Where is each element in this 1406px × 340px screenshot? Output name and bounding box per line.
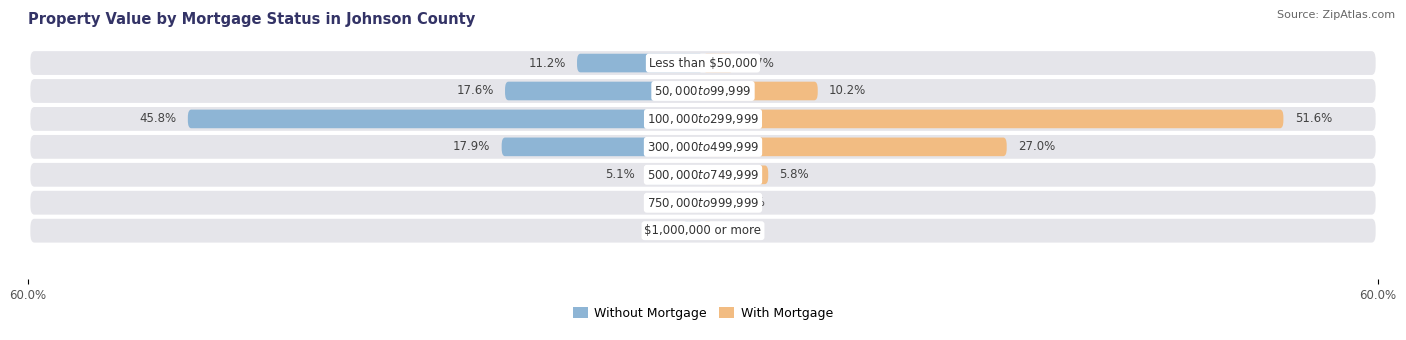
Text: 0.81%: 0.81% [723, 224, 761, 237]
Text: 17.6%: 17.6% [457, 84, 494, 98]
FancyBboxPatch shape [502, 138, 703, 156]
Text: $500,000 to $749,999: $500,000 to $749,999 [647, 168, 759, 182]
Text: 17.9%: 17.9% [453, 140, 491, 153]
FancyBboxPatch shape [31, 191, 1375, 215]
Text: Less than $50,000: Less than $50,000 [648, 56, 758, 70]
FancyBboxPatch shape [703, 109, 1284, 128]
Text: $750,000 to $999,999: $750,000 to $999,999 [647, 196, 759, 210]
Text: $300,000 to $499,999: $300,000 to $499,999 [647, 140, 759, 154]
Text: Source: ZipAtlas.com: Source: ZipAtlas.com [1277, 10, 1395, 20]
FancyBboxPatch shape [645, 166, 703, 184]
Text: $50,000 to $99,999: $50,000 to $99,999 [654, 84, 752, 98]
FancyBboxPatch shape [31, 219, 1375, 242]
Text: 5.8%: 5.8% [779, 168, 808, 181]
FancyBboxPatch shape [703, 221, 711, 240]
FancyBboxPatch shape [31, 51, 1375, 75]
Text: Property Value by Mortgage Status in Johnson County: Property Value by Mortgage Status in Joh… [28, 12, 475, 27]
FancyBboxPatch shape [505, 82, 703, 100]
Text: $100,000 to $299,999: $100,000 to $299,999 [647, 112, 759, 126]
FancyBboxPatch shape [188, 109, 703, 128]
Text: 0.68%: 0.68% [647, 196, 685, 209]
FancyBboxPatch shape [703, 54, 734, 72]
Text: 45.8%: 45.8% [139, 113, 177, 125]
FancyBboxPatch shape [683, 221, 703, 240]
FancyBboxPatch shape [576, 54, 703, 72]
FancyBboxPatch shape [703, 82, 818, 100]
FancyBboxPatch shape [31, 79, 1375, 103]
FancyBboxPatch shape [31, 135, 1375, 159]
FancyBboxPatch shape [703, 193, 724, 212]
Text: 10.2%: 10.2% [830, 84, 866, 98]
Text: 1.9%: 1.9% [735, 196, 765, 209]
FancyBboxPatch shape [696, 193, 703, 212]
Text: 1.8%: 1.8% [641, 224, 672, 237]
FancyBboxPatch shape [703, 138, 1007, 156]
FancyBboxPatch shape [703, 166, 768, 184]
Legend: Without Mortgage, With Mortgage: Without Mortgage, With Mortgage [568, 302, 838, 325]
Text: 2.7%: 2.7% [745, 56, 775, 70]
Text: 51.6%: 51.6% [1295, 113, 1331, 125]
Text: 5.1%: 5.1% [605, 168, 634, 181]
FancyBboxPatch shape [31, 107, 1375, 131]
Text: 11.2%: 11.2% [529, 56, 565, 70]
Text: 27.0%: 27.0% [1018, 140, 1054, 153]
FancyBboxPatch shape [31, 163, 1375, 187]
Text: $1,000,000 or more: $1,000,000 or more [644, 224, 762, 237]
